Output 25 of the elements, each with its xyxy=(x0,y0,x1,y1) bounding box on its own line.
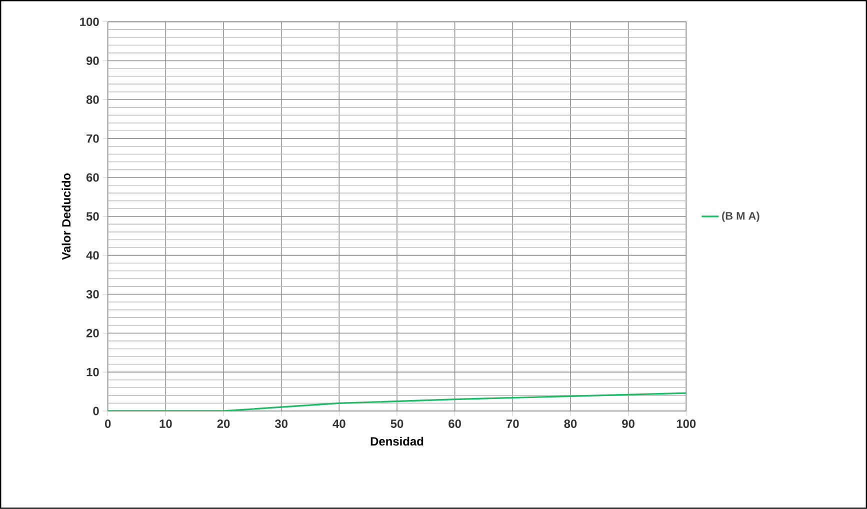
y-tick-label: 80 xyxy=(86,95,99,104)
x-tick-label: 60 xyxy=(448,420,461,428)
x-tick-label: 90 xyxy=(622,420,634,428)
x-tick-label: 50 xyxy=(390,420,404,428)
x-tick-label: 80 xyxy=(564,420,577,428)
y-axis-title: Valor Deducido xyxy=(62,173,71,260)
x-tick-label: 30 xyxy=(274,420,288,428)
x-tick-label: 70 xyxy=(506,420,519,428)
y-tick-label: 100 xyxy=(80,18,99,26)
x-axis-title: Densidad xyxy=(370,436,424,446)
y-tick-label: 60 xyxy=(86,173,99,182)
x-tick-label: 10 xyxy=(160,420,172,428)
y-tick-label: 0 xyxy=(93,406,99,416)
legend-label: (B M A) xyxy=(722,212,760,222)
y-tick-label: 50 xyxy=(86,212,99,221)
y-tick-label: 30 xyxy=(86,290,99,299)
x-tick-label: 100 xyxy=(676,420,696,428)
x-tick-label: 20 xyxy=(217,420,230,428)
y-tick-label: 90 xyxy=(86,56,99,66)
x-tick-label: 40 xyxy=(332,420,346,428)
y-tick-label: 40 xyxy=(86,251,99,260)
y-tick-label: 20 xyxy=(86,328,99,338)
y-tick-label: 10 xyxy=(86,368,99,376)
x-tick-label: 0 xyxy=(104,420,111,428)
y-tick-label: 70 xyxy=(86,134,99,143)
